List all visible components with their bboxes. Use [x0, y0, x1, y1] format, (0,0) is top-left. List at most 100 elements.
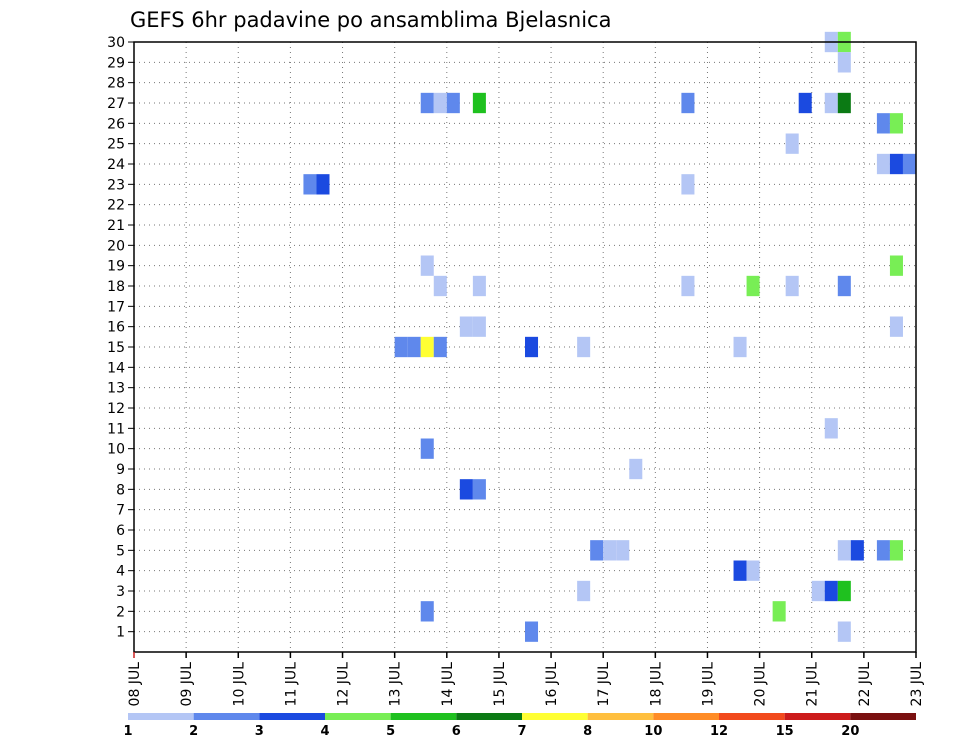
y-tick-label: 9	[116, 462, 125, 478]
precip-cell	[420, 255, 434, 276]
legend-label: 15	[776, 724, 794, 739]
y-tick-label: 30	[107, 35, 125, 51]
legend-swatch	[193, 713, 260, 720]
precip-cell	[837, 92, 851, 114]
y-tick-label: 16	[107, 320, 125, 336]
legend-swatch	[456, 713, 522, 720]
legend-swatch	[784, 713, 851, 720]
chart-title: GEFS 6hr padavine po ansamblima Bjelasni…	[130, 8, 611, 32]
precip-cell	[850, 540, 864, 561]
x-tick-label: 16 JUL	[544, 662, 560, 707]
precip-cell	[590, 540, 604, 561]
precip-cell	[837, 52, 851, 73]
precip-cell	[889, 153, 903, 175]
precip-cells	[303, 31, 916, 642]
y-tick-label: 10	[107, 442, 125, 458]
legend-label: 6	[452, 724, 461, 739]
x-tick-label: 17 JUL	[596, 662, 612, 707]
x-tick-label: 14 JUL	[440, 662, 456, 707]
x-tick-label: 08 JUL	[127, 662, 143, 707]
precip-cell	[420, 336, 434, 358]
legend-label: 2	[189, 724, 198, 739]
y-tick-label: 26	[107, 116, 125, 132]
precip-cell	[876, 540, 890, 561]
legend-label: 10	[644, 724, 662, 739]
precip-cell	[577, 580, 591, 602]
y-tick-label: 2	[116, 604, 125, 620]
precip-cell	[472, 316, 486, 337]
y-tick-label: 6	[116, 523, 125, 539]
color-legend: 1 2 3 4 5 6 7 8 10 12 15 20	[123, 713, 916, 739]
precip-cell	[394, 336, 408, 358]
legend-swatch	[128, 713, 194, 720]
y-tick-label: 5	[116, 543, 125, 559]
y-tick-label: 7	[116, 503, 125, 519]
precip-cell	[459, 316, 473, 337]
precip-cell	[420, 438, 434, 459]
precip-cell	[772, 601, 786, 622]
y-tick-label: 17	[107, 299, 125, 315]
precip-cell	[785, 133, 799, 154]
precip-cell	[525, 621, 539, 642]
legend-label: 20	[841, 724, 859, 739]
precip-cell	[433, 275, 447, 297]
precip-cell	[798, 92, 812, 114]
legend-swatch	[325, 713, 391, 720]
y-tick-label: 24	[107, 157, 125, 173]
precip-cell	[681, 275, 695, 297]
y-tick-label: 21	[107, 218, 125, 234]
x-axis: 08 JUL 09 JUL 10 JUL 11 JUL 12 JUL 13 JUL 14 J…	[127, 652, 925, 706]
legend-label: 8	[583, 724, 592, 739]
precip-cell	[837, 275, 851, 297]
y-tick-label: 29	[107, 55, 125, 71]
x-tick-label: 22 JUL	[857, 662, 873, 707]
y-tick-label: 8	[116, 482, 125, 498]
precip-cell	[433, 336, 447, 358]
precip-cell	[303, 174, 317, 195]
precip-cell	[459, 479, 473, 500]
precip-cell	[433, 92, 447, 114]
y-tick-label: 14	[107, 360, 125, 376]
precip-cell	[837, 580, 851, 602]
precip-cell	[472, 479, 486, 500]
legend-swatch	[653, 713, 719, 720]
x-tick-label: 15 JUL	[492, 662, 508, 707]
y-tick-label: 1	[116, 625, 125, 641]
precip-cell	[824, 418, 838, 439]
precip-cell	[733, 336, 747, 358]
y-tick-label: 22	[107, 198, 125, 214]
precip-cell	[876, 153, 890, 175]
precip-cell	[889, 113, 903, 134]
legend-label: 7	[517, 724, 526, 739]
precip-cell	[420, 601, 434, 622]
x-tick-label: 13 JUL	[388, 662, 404, 707]
y-tick-label: 25	[107, 137, 125, 153]
y-axis: 1234567891011121314151617181920212223242…	[107, 35, 134, 641]
x-tick-label: 10 JUL	[231, 662, 247, 707]
legend-swatch	[719, 713, 785, 720]
precip-cell	[746, 560, 760, 581]
y-tick-label: 27	[107, 96, 125, 112]
precip-cell	[837, 540, 851, 561]
precip-cell	[616, 540, 630, 561]
y-tick-label: 19	[107, 259, 125, 275]
x-tick-label: 19 JUL	[700, 662, 716, 707]
y-tick-label: 18	[107, 279, 125, 295]
y-tick-label: 15	[107, 340, 125, 356]
x-tick-label: 21 JUL	[805, 662, 821, 707]
precip-cell	[603, 540, 617, 561]
x-tick-label: 11 JUL	[283, 662, 299, 707]
legend-label: 4	[320, 724, 329, 739]
precip-cell	[681, 92, 695, 114]
legend-swatch	[850, 713, 916, 720]
precip-cell	[824, 92, 838, 114]
legend-swatch	[259, 713, 325, 720]
legend-label: 1	[123, 724, 132, 739]
precip-cell	[420, 92, 434, 114]
legend-swatch	[522, 713, 588, 720]
precip-cell	[629, 458, 643, 480]
precip-cell	[876, 113, 890, 134]
y-tick-label: 4	[116, 564, 125, 580]
precip-cell	[577, 336, 591, 358]
